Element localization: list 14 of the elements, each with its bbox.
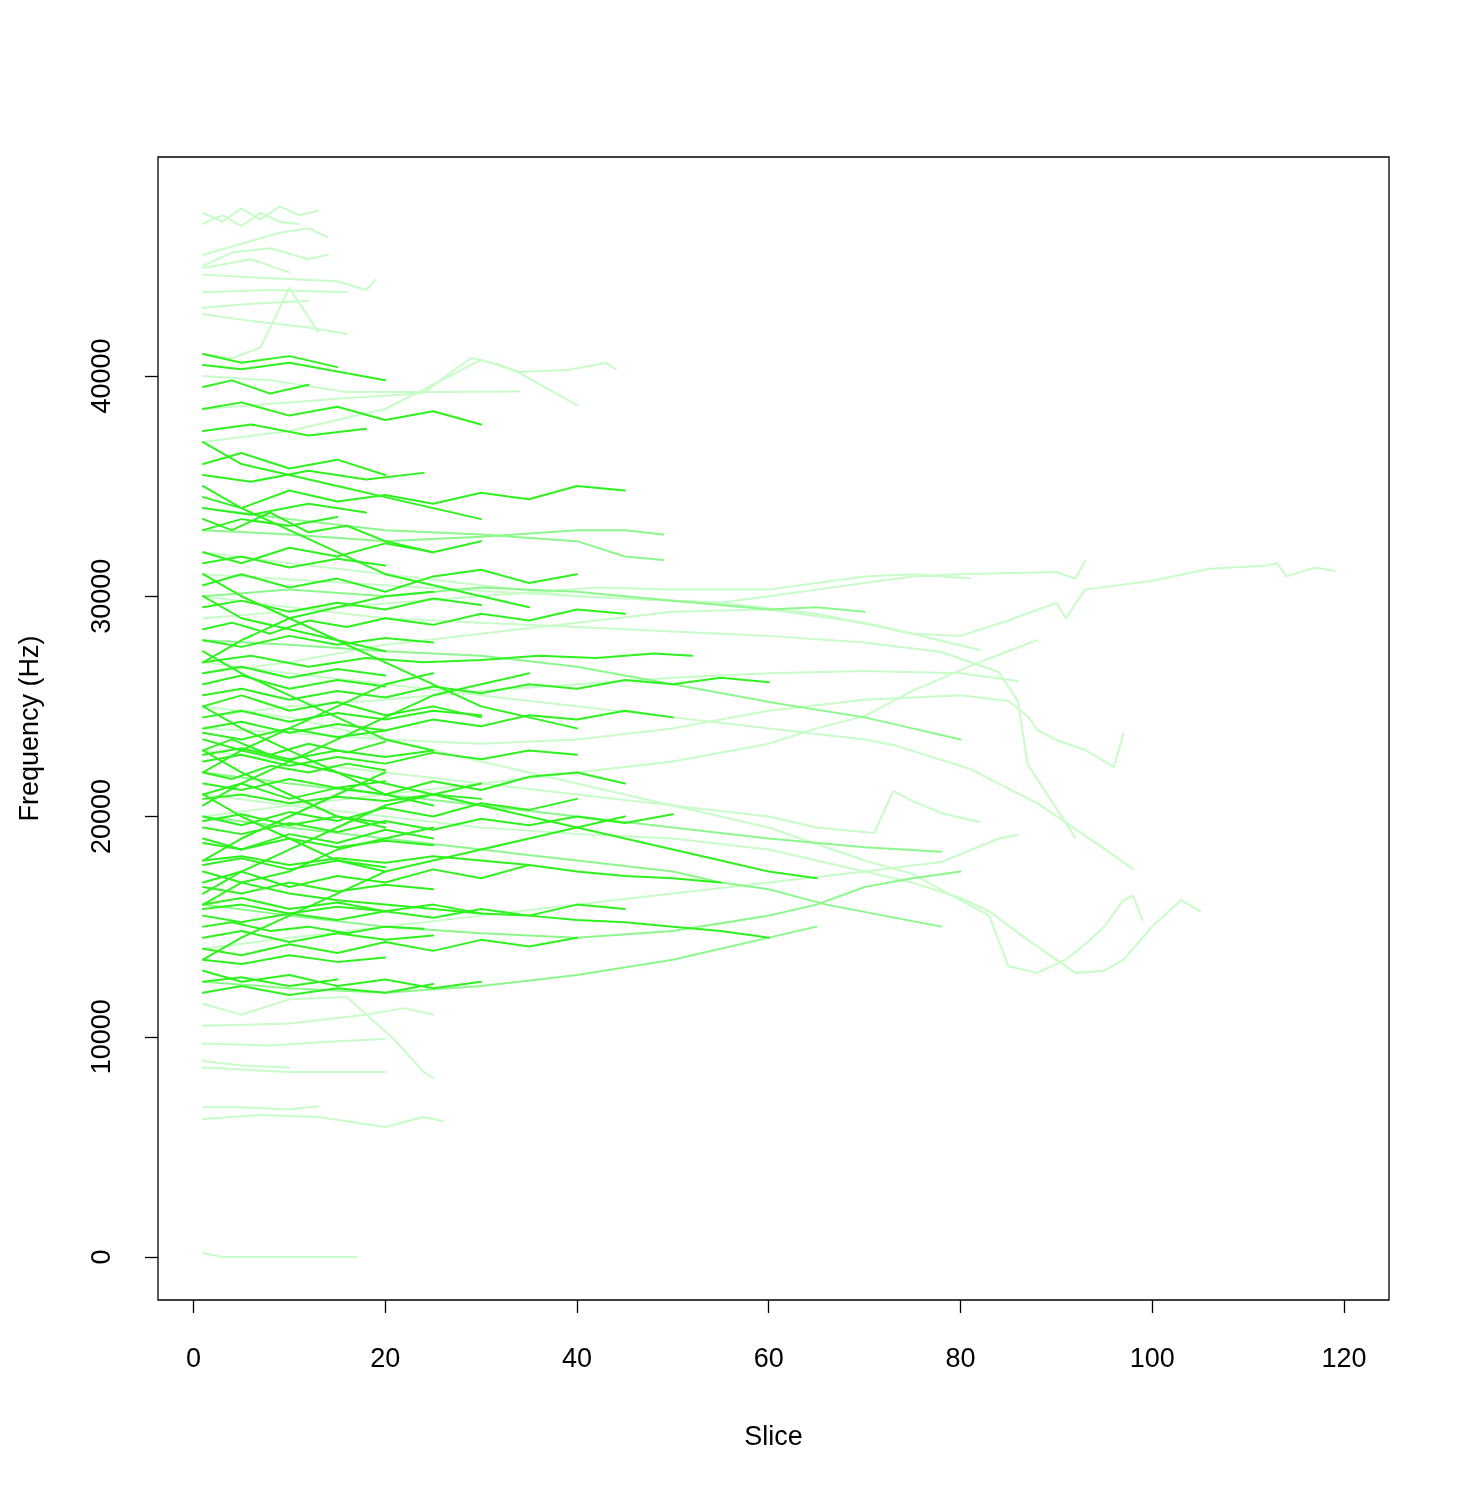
y-tick-label: 0 [85, 1249, 116, 1265]
y-tick-label: 40000 [85, 338, 116, 414]
x-tick-label: 60 [753, 1342, 784, 1373]
x-tick-label: 40 [561, 1342, 592, 1373]
y-tick-label: 20000 [85, 778, 116, 855]
y-axis-title: Frequency (Hz) [13, 635, 44, 822]
y-tick-label: 30000 [85, 558, 116, 634]
x-axis-title: Slice [744, 1420, 803, 1451]
x-tick-label: 100 [1129, 1342, 1175, 1373]
x-tick-label: 20 [370, 1342, 401, 1373]
x-tick-label: 80 [945, 1342, 976, 1373]
x-tick-label: 0 [185, 1342, 201, 1373]
x-tick-label: 120 [1321, 1342, 1367, 1373]
y-tick-label: 10000 [85, 999, 116, 1075]
